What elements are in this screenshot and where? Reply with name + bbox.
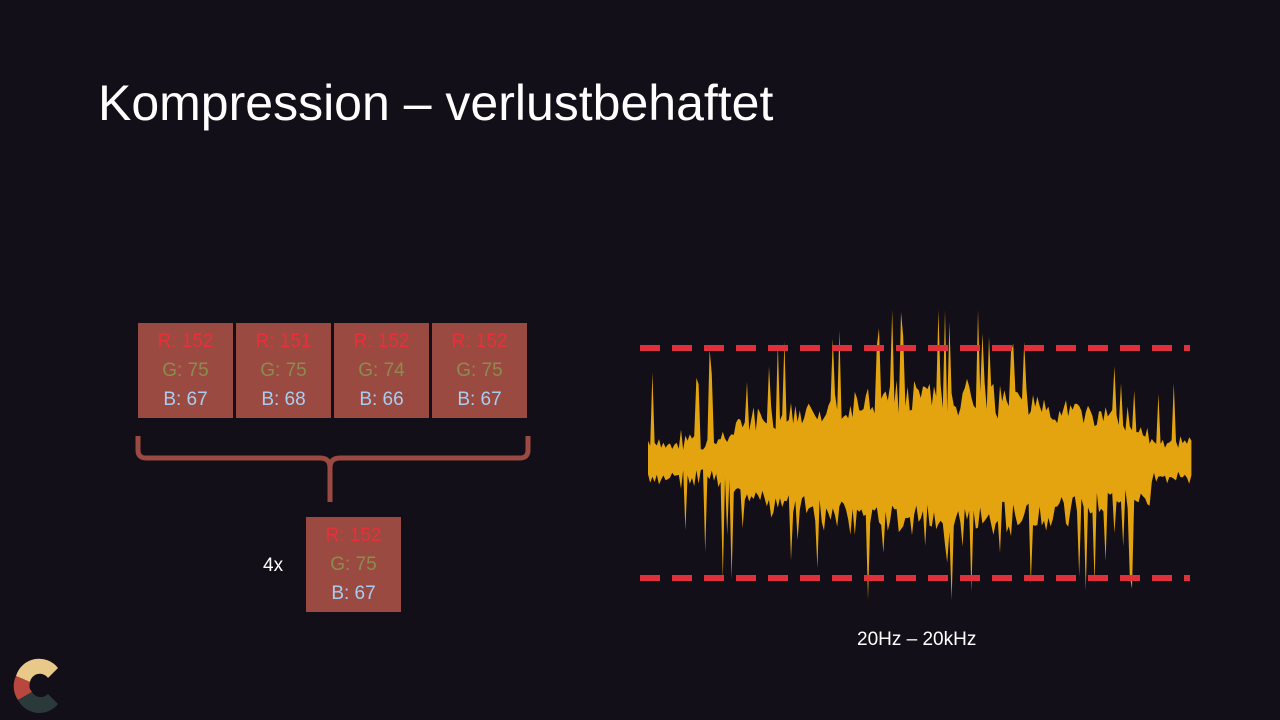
frequency-range-label: 20Hz – 20kHz (857, 629, 977, 650)
red-value: R: 151 (255, 331, 312, 352)
blue-value: B: 67 (163, 389, 208, 410)
c-logo-icon (13, 658, 58, 713)
blue-value: B: 66 (359, 389, 404, 410)
pixel-box: R: 152 G: 75 B: 67 (138, 323, 233, 418)
green-value: G: 75 (456, 360, 503, 381)
blue-value: B: 67 (457, 389, 502, 410)
blue-value: B: 67 (331, 583, 376, 604)
green-value: G: 75 (330, 554, 377, 575)
pixel-row: R: 152 G: 75 B: 67 R: 151 G: 75 B: 68 R:… (138, 323, 527, 418)
multiplier-label: 4x (263, 555, 284, 576)
audio-waveform (640, 310, 1192, 600)
green-value: G: 74 (358, 360, 405, 381)
pixel-box: R: 152 G: 75 B: 67 (432, 323, 527, 418)
red-value: R: 152 (451, 331, 508, 352)
green-value: G: 75 (260, 360, 307, 381)
red-value: R: 152 (157, 331, 214, 352)
waveform-shape (648, 310, 1192, 600)
merged-pixel-box: R: 152 G: 75 B: 67 (306, 517, 401, 612)
pixel-box: R: 152 G: 74 B: 66 (334, 323, 429, 418)
red-value: R: 152 (353, 331, 410, 352)
red-value: R: 152 (325, 525, 382, 546)
grouping-brace (135, 436, 531, 502)
green-value: G: 75 (162, 360, 209, 381)
blue-value: B: 68 (261, 389, 306, 410)
pixel-box: R: 151 G: 75 B: 68 (236, 323, 331, 418)
slide-title: Kompression – verlustbehaftet (98, 75, 774, 131)
